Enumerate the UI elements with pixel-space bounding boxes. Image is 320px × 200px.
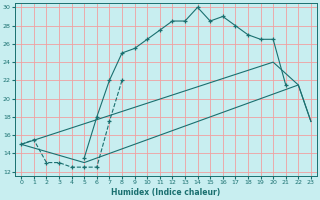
X-axis label: Humidex (Indice chaleur): Humidex (Indice chaleur) bbox=[111, 188, 221, 197]
